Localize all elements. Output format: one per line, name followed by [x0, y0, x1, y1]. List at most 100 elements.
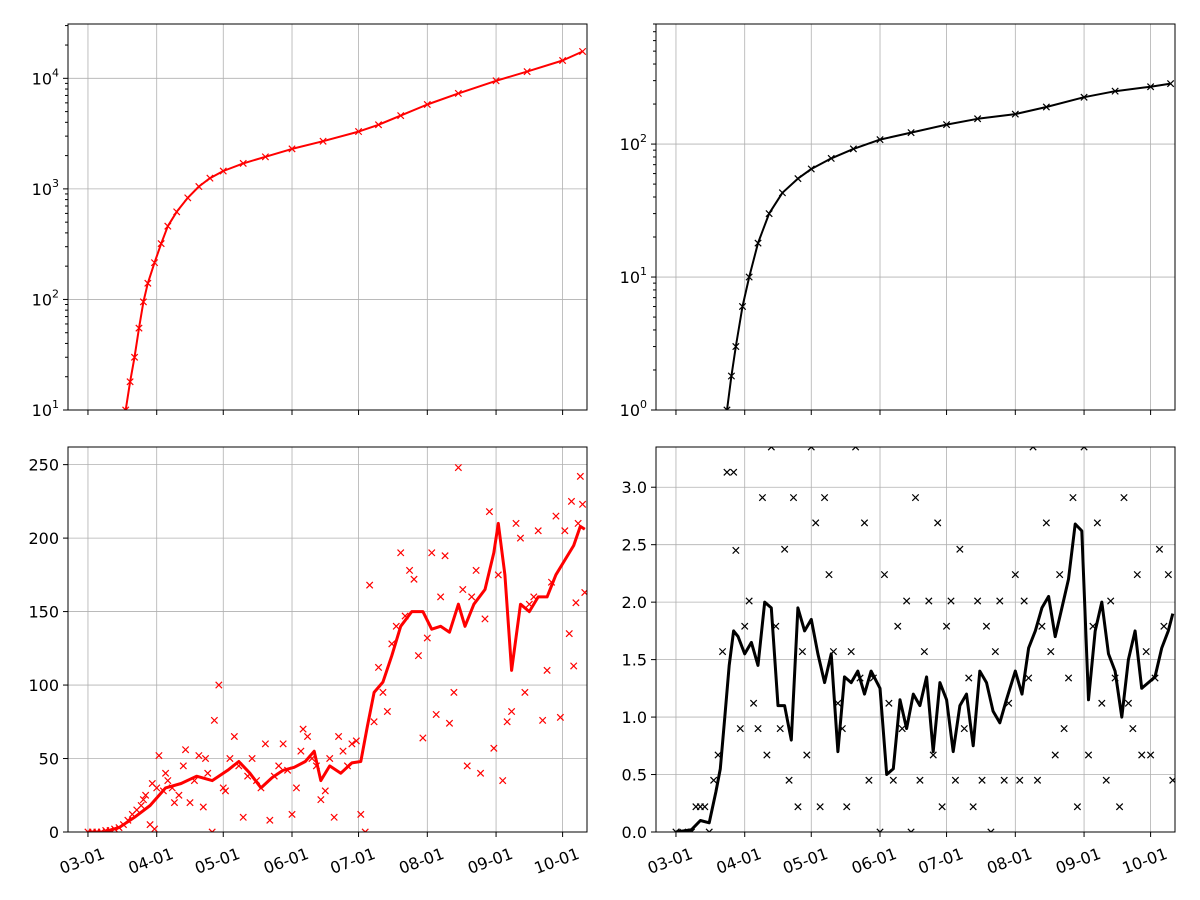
- y-tick-label: 0: [49, 823, 59, 842]
- x-tick-label: 06-01: [849, 844, 899, 878]
- data-point-marker: [1073, 803, 1082, 811]
- data-point-marker: [523, 67, 531, 76]
- data-point-marker: [521, 688, 529, 697]
- data-point-marker: [982, 622, 991, 630]
- data-point-marker: [503, 718, 511, 726]
- data-point-marker: [397, 549, 405, 557]
- y-tick-label: 100: [28, 676, 59, 695]
- x-tick-label: 07-01: [328, 844, 378, 878]
- data-point-marker: [778, 189, 787, 197]
- data-point-marker: [288, 145, 296, 153]
- data-point-marker: [732, 342, 740, 351]
- data-point-marker: [410, 575, 418, 583]
- series-line: [124, 50, 584, 410]
- data-point-marker: [436, 593, 445, 601]
- data-point-marker: [481, 615, 489, 623]
- data-point-marker: [749, 699, 758, 707]
- data-point-marker: [701, 803, 709, 811]
- y-tick-label: 50: [39, 750, 59, 769]
- data-point-marker: [157, 239, 165, 248]
- data-point-marker: [266, 816, 274, 824]
- data-point-marker: [179, 762, 187, 770]
- data-point-marker: [567, 497, 576, 505]
- data-point-marker: [789, 493, 798, 502]
- data-point-marker: [880, 570, 889, 579]
- data-point-marker: [292, 784, 301, 792]
- data-point-marker: [206, 174, 214, 182]
- data-point-marker: [738, 302, 747, 311]
- data-point-marker: [370, 718, 378, 726]
- axes-frame: [67, 23, 588, 411]
- data-point-marker: [973, 115, 982, 123]
- data-point-marker: [534, 527, 542, 535]
- panel-daily-deaths: 03-01 04-01 05-01 06-01 07-01 08-01 09-01 10-01…: [622, 446, 1176, 878]
- data-point-marker: [1160, 622, 1168, 630]
- data-point-marker: [164, 776, 172, 785]
- data-point-marker: [1000, 776, 1008, 784]
- data-point-marker: [973, 597, 982, 605]
- data-point-marker: [485, 508, 494, 516]
- y-tick-label: 150: [28, 603, 59, 622]
- data-point-marker: [934, 519, 942, 527]
- data-point-marker: [1038, 622, 1046, 630]
- data-point-marker: [991, 647, 999, 656]
- data-point-marker: [785, 776, 793, 784]
- data-point-marker: [170, 798, 179, 807]
- series-line: [726, 82, 1171, 410]
- rolling-average-line: [88, 521, 586, 832]
- data-point-marker: [1093, 519, 1101, 527]
- data-point-marker: [565, 629, 573, 638]
- panel-daily-cases: 03-01 04-01 05-01 06-01 07-01 08-01 09-01 10-01…: [28, 446, 588, 878]
- data-point-marker: [195, 182, 203, 191]
- data-point-marker: [139, 796, 148, 804]
- data-point-marker: [1133, 570, 1141, 579]
- data-point-marker: [392, 622, 400, 630]
- rolling-average-line: [675, 522, 1175, 832]
- data-point-marker: [956, 545, 964, 553]
- data-point-marker: [423, 100, 431, 109]
- data-point-marker: [1051, 751, 1059, 759]
- data-point-marker: [558, 56, 567, 65]
- x-tick-label: 08-01: [984, 844, 1034, 878]
- data-point-marker: [1124, 699, 1133, 707]
- data-point-marker: [539, 716, 547, 724]
- data-point-marker: [361, 828, 369, 832]
- data-point-marker: [397, 111, 405, 120]
- data-point-marker: [1069, 493, 1077, 502]
- data-point-marker: [776, 724, 784, 733]
- data-point-marker: [494, 571, 502, 579]
- data-point-marker: [186, 798, 194, 807]
- data-point-marker: [942, 622, 951, 630]
- data-point-marker: [321, 787, 329, 795]
- y-tick-label: 0.5: [622, 766, 647, 785]
- y-tick-label: 1.0: [622, 708, 647, 727]
- data-point-marker: [215, 681, 223, 689]
- data-point-marker: [736, 724, 744, 733]
- data-point-marker: [1024, 674, 1033, 682]
- data-point-marker: [978, 776, 986, 784]
- data-point-marker: [903, 597, 911, 605]
- data-point-marker: [876, 136, 884, 144]
- data-point-marker: [468, 593, 476, 601]
- data-point-marker: [1042, 103, 1050, 111]
- data-point-marker: [987, 828, 995, 832]
- data-point-marker: [929, 751, 937, 759]
- data-point-marker: [570, 662, 578, 670]
- data-point-marker: [1080, 93, 1088, 101]
- data-point-marker: [572, 599, 580, 607]
- data-point-marker: [1120, 493, 1128, 502]
- data-point-marker: [996, 597, 1004, 605]
- data-point-marker: [164, 222, 172, 230]
- data-point-marker: [723, 406, 731, 410]
- x-tick-label: 04-01: [714, 844, 764, 878]
- data-point-marker: [705, 828, 713, 832]
- data-point-marker: [1138, 751, 1146, 759]
- data-point-marker: [303, 732, 312, 741]
- data-point-marker: [827, 154, 835, 163]
- data-point-marker: [175, 791, 183, 799]
- data-point-marker: [951, 776, 960, 784]
- data-point-marker: [916, 776, 924, 784]
- data-point-marker: [754, 239, 762, 247]
- data-point-marker: [219, 167, 227, 175]
- data-point-marker: [445, 719, 454, 727]
